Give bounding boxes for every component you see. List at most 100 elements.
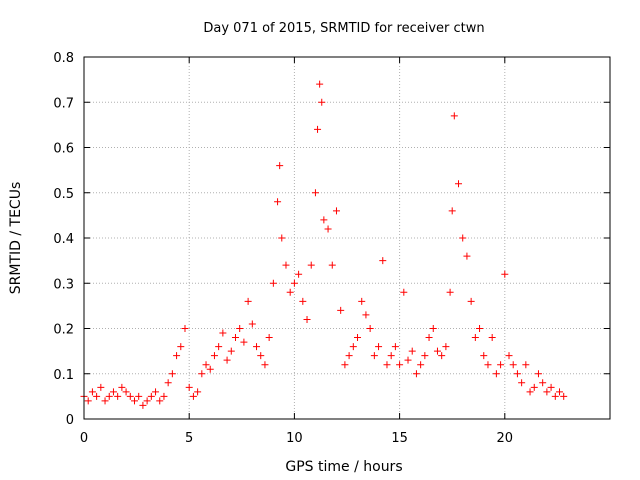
data-point <box>185 383 193 391</box>
data-point <box>551 392 559 400</box>
data-point <box>417 361 425 369</box>
x-tick-label: 5 <box>185 431 193 446</box>
data-point <box>476 325 484 332</box>
data-point <box>311 189 319 197</box>
data-point <box>408 347 416 355</box>
data-point <box>539 379 547 387</box>
data-point <box>505 352 513 360</box>
data-point <box>400 288 408 296</box>
data-point <box>227 347 235 355</box>
data-point <box>122 388 130 396</box>
data-point <box>383 361 391 369</box>
data-point <box>412 370 420 378</box>
data-point <box>459 234 467 242</box>
y-tick-label: 0.8 <box>53 51 74 66</box>
data-point <box>448 207 456 215</box>
data-point <box>332 207 340 215</box>
data-point <box>261 361 269 369</box>
y-tick-label: 0.1 <box>53 368 74 383</box>
data-point <box>231 334 239 342</box>
data-point <box>97 383 105 391</box>
data-point <box>88 388 96 396</box>
x-axis: 0 5 10 15 20 <box>80 57 513 446</box>
data-point <box>173 352 181 360</box>
data-point <box>488 334 496 342</box>
data-point <box>341 361 349 369</box>
data-point <box>299 297 307 305</box>
data-point <box>518 379 526 387</box>
data-point <box>278 234 286 242</box>
data-point <box>202 361 210 369</box>
data-point <box>396 361 404 369</box>
data-point <box>509 361 517 369</box>
y-tick-label: 0.7 <box>53 96 74 111</box>
y-tick-label: 0.2 <box>53 323 74 338</box>
data-point <box>387 352 395 360</box>
data-point <box>109 388 117 396</box>
data-point <box>492 370 500 378</box>
data-point <box>349 343 357 351</box>
data-point <box>433 347 441 355</box>
data-point <box>421 352 429 360</box>
data-point <box>93 392 101 400</box>
data-point <box>101 397 109 405</box>
data-point <box>455 180 463 188</box>
data-point <box>530 383 538 391</box>
data-point <box>366 325 374 332</box>
data-point <box>114 392 122 400</box>
data-point <box>206 365 214 373</box>
data-point <box>442 343 450 351</box>
y-tick-label: 0.5 <box>53 187 74 202</box>
y-axis-label: SRMTID / TECUs <box>8 182 24 295</box>
data-point <box>307 261 315 269</box>
data-point <box>160 392 168 400</box>
data-point <box>328 261 336 269</box>
data-point <box>215 343 223 351</box>
y-tick-label: 0.4 <box>53 232 74 247</box>
data-point <box>156 397 164 405</box>
data-point <box>513 370 521 378</box>
data-point <box>370 352 378 360</box>
data-point <box>84 397 92 405</box>
data-point <box>253 343 261 351</box>
data-point <box>152 388 160 396</box>
data-point <box>286 288 294 296</box>
x-tick-label: 15 <box>391 431 408 446</box>
y-tick-label: 0.3 <box>53 277 74 292</box>
data-point <box>105 392 113 400</box>
data-point <box>354 334 362 342</box>
data-point <box>316 80 324 88</box>
y-tick-label: 0 <box>66 413 74 428</box>
data-point <box>198 370 206 378</box>
data-point <box>467 297 475 305</box>
data-point <box>130 397 138 405</box>
data-point <box>560 392 568 400</box>
data-point <box>438 352 446 360</box>
data-point <box>168 370 176 378</box>
data-point <box>290 279 298 287</box>
x-tick-label: 20 <box>497 431 514 446</box>
data-point <box>189 392 197 400</box>
data-point <box>358 297 366 305</box>
data-point <box>194 388 202 396</box>
data-point <box>320 216 328 224</box>
data-point <box>379 257 387 265</box>
data-point <box>556 388 564 396</box>
data-point <box>126 392 134 400</box>
data-point <box>480 352 488 360</box>
chart-title: Day 071 of 2015, SRMTID for receiver ctw… <box>203 21 484 36</box>
data-point <box>471 334 479 342</box>
x-tick-label: 10 <box>286 431 303 446</box>
data-point <box>345 352 353 360</box>
data-point <box>118 383 126 391</box>
data-point <box>265 334 273 342</box>
data-point <box>181 325 189 332</box>
data-point <box>236 325 244 332</box>
data-point <box>404 356 412 364</box>
data-point <box>534 370 542 378</box>
data-point <box>362 311 370 319</box>
data-point <box>295 270 303 278</box>
data-point <box>314 125 322 133</box>
data-point <box>135 392 143 400</box>
data-point <box>282 261 290 269</box>
